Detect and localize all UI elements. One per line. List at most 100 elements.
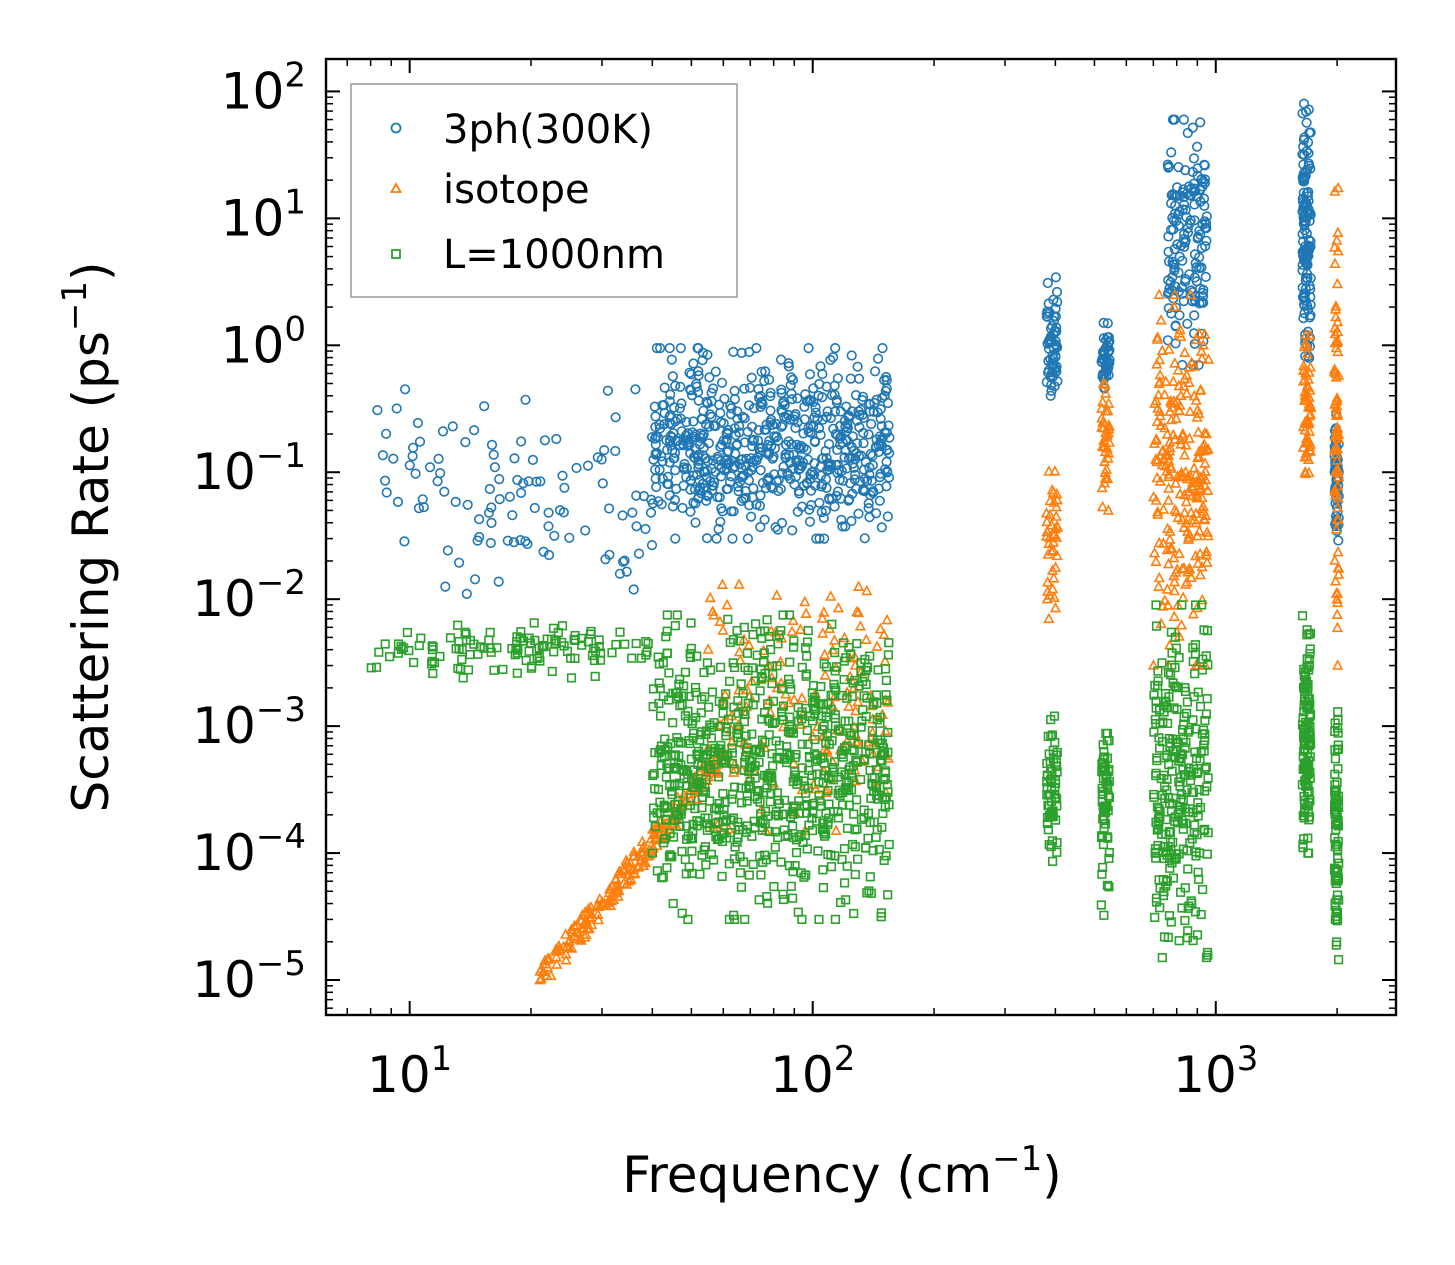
data-point: [757, 735, 768, 745]
data-point: [650, 747, 660, 758]
data-point: [713, 772, 724, 782]
data-point: [1173, 404, 1185, 416]
data-point: [654, 464, 665, 475]
data-point: [585, 629, 596, 639]
data-point: [850, 842, 860, 852]
data-point: [1043, 343, 1055, 354]
data-point: [697, 694, 707, 704]
data-point: [400, 384, 411, 395]
data-point: [1199, 479, 1211, 490]
data-point: [1166, 308, 1177, 319]
data-point: [1179, 711, 1189, 722]
data-point: [450, 496, 461, 508]
data-point: [804, 751, 814, 762]
data-point: [749, 816, 759, 826]
data-point: [742, 426, 753, 437]
data-point: [790, 752, 800, 763]
data-point: [1301, 417, 1313, 429]
data-point: [1169, 114, 1180, 125]
y-tick-label: 10−5: [192, 944, 306, 1009]
data-point: [1186, 183, 1197, 194]
data-point: [1190, 394, 1202, 405]
data-point: [882, 466, 893, 477]
data-point: [867, 726, 877, 736]
data-point: [834, 420, 846, 432]
data-point: [1152, 508, 1164, 519]
data-point: [1185, 571, 1197, 582]
data-point: [755, 521, 766, 533]
data-point: [427, 641, 437, 651]
data-point: [677, 908, 687, 918]
data-point: [808, 383, 819, 394]
data-point: [745, 511, 757, 522]
data-point: [1156, 458, 1168, 470]
data-point: [664, 435, 675, 446]
data-point: [550, 638, 560, 648]
data-point: [607, 648, 617, 658]
data-point: [873, 440, 884, 451]
data-point: [486, 439, 498, 451]
data-point: [850, 869, 860, 880]
data-point: [1330, 754, 1340, 764]
data-point: [1197, 600, 1207, 610]
data-point: [1153, 571, 1165, 583]
data-point: [620, 639, 630, 649]
data-point: [783, 361, 794, 372]
data-point: [842, 776, 852, 786]
data-point: [1199, 178, 1210, 189]
data-point: [1104, 882, 1114, 892]
data-point: [838, 631, 851, 643]
data-point: [1298, 811, 1308, 821]
data-point: [684, 439, 695, 450]
data-point: [1102, 832, 1112, 842]
data-point: [1187, 608, 1199, 619]
data-point: [1148, 546, 1161, 558]
data-point: [1181, 472, 1193, 484]
data-point: [1165, 738, 1176, 748]
data-point: [1102, 880, 1112, 890]
data-point: [592, 452, 603, 463]
data-point: [732, 837, 742, 847]
data-point: [1185, 775, 1196, 786]
data-point: [527, 454, 539, 466]
data-point: [1150, 912, 1160, 922]
data-point: [571, 925, 584, 936]
data-point: [1045, 371, 1056, 383]
data-point: [853, 373, 865, 384]
data-point: [627, 507, 638, 518]
data-point: [882, 444, 893, 455]
data-point: [842, 741, 852, 751]
data-point: [661, 632, 671, 642]
data-point: [1164, 542, 1177, 553]
data-point: [813, 423, 825, 434]
data-point: [852, 361, 863, 372]
data-point: [685, 506, 696, 517]
data-point: [1202, 443, 1214, 454]
data-point: [1175, 619, 1188, 630]
data-point: [736, 347, 747, 359]
data-point: [768, 696, 778, 706]
data-point: [852, 638, 862, 649]
data-point: [474, 514, 485, 525]
data-point: [1102, 504, 1114, 515]
data-point: [783, 358, 794, 369]
data-point: [754, 500, 766, 511]
data-point: [1166, 917, 1176, 927]
data-point: [656, 760, 666, 770]
data-point: [715, 747, 725, 757]
data-point: [716, 578, 729, 589]
data-point: [743, 400, 755, 411]
data-point: [844, 716, 854, 726]
data-point: [631, 521, 642, 532]
data-point: [852, 824, 862, 834]
data-point: [843, 700, 855, 711]
data-point: [772, 524, 783, 535]
data-point: [760, 366, 771, 377]
data-point: [1048, 591, 1060, 602]
data-point: [712, 451, 723, 463]
data-point: [764, 730, 774, 740]
data-point: [1184, 725, 1194, 735]
data-point: [742, 743, 752, 753]
data-point: [1183, 376, 1195, 387]
data-point: [791, 455, 802, 466]
